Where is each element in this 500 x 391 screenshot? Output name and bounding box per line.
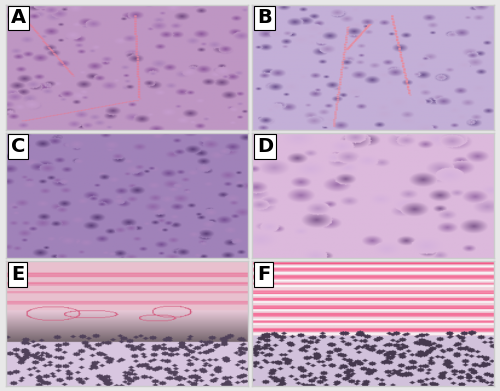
Text: A: A [11, 9, 26, 27]
Text: D: D [257, 137, 273, 156]
Text: E: E [11, 265, 24, 284]
Text: C: C [11, 137, 25, 156]
Text: B: B [257, 9, 272, 27]
Text: F: F [257, 265, 270, 284]
